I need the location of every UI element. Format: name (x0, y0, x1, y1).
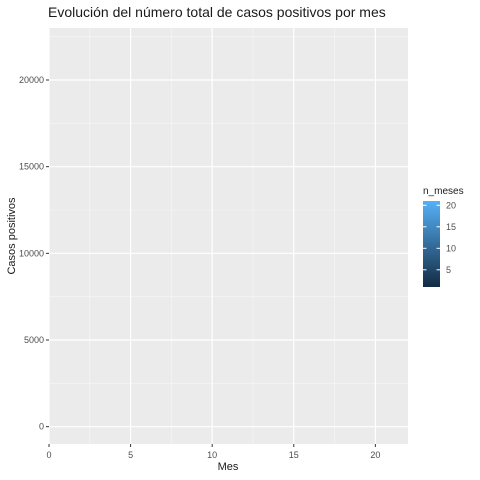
colorbar-tick-label: 15 (446, 222, 456, 232)
x-axis-title: Mes (218, 461, 239, 473)
x-tick-label: 10 (207, 450, 217, 460)
x-axis-ticks: 0 5 10 15 20 (46, 444, 380, 460)
y-tick-label: 10000 (19, 248, 44, 258)
y-tick-label: 0 (39, 422, 44, 432)
x-tick-label: 5 (128, 450, 133, 460)
x-tick-label: 0 (46, 450, 51, 460)
colorbar-tick-label: 20 (446, 200, 456, 210)
legend: n_meses 5 10 15 20 (423, 186, 464, 287)
grid-lines (48, 28, 408, 444)
colorbar-ticks: 5 10 15 20 (423, 200, 456, 275)
y-axis-title: Casos positivos (6, 197, 18, 275)
colorbar (423, 201, 440, 287)
colorbar-tick-label: 5 (446, 265, 451, 275)
legend-title: n_meses (423, 186, 464, 197)
y-tick-label: 5000 (24, 335, 44, 345)
y-axis-ticks: 0 5000 10000 15000 20000 (19, 75, 49, 432)
x-tick-label: 20 (370, 450, 380, 460)
colorbar-tick-label: 10 (446, 243, 456, 253)
plot-panel (49, 28, 408, 444)
y-tick-label: 20000 (19, 75, 44, 85)
x-tick-label: 15 (289, 450, 299, 460)
chart-title: Evolución del número total de casos posi… (48, 4, 386, 20)
y-tick-label: 15000 (19, 162, 44, 172)
